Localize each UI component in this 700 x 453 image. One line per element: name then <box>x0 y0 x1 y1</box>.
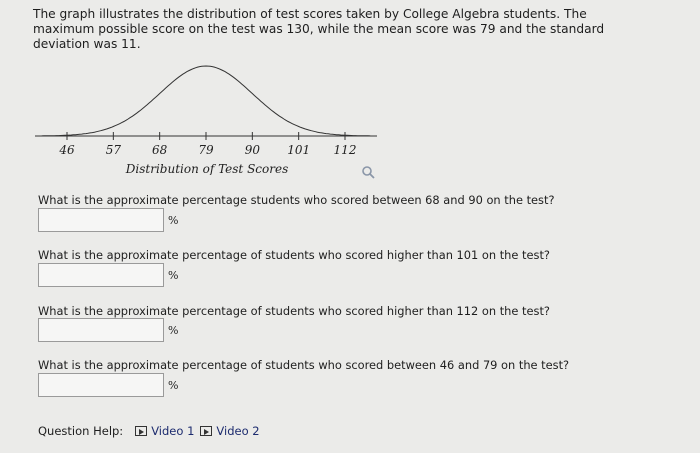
answer-input-2[interactable] <box>38 263 164 287</box>
play-box-icon <box>200 426 213 436</box>
x-tick-label: 101 <box>287 143 310 157</box>
play-box-icon <box>135 426 148 436</box>
x-tick-label: 57 <box>106 143 122 157</box>
question-2: What is the approximate percentage of st… <box>38 248 550 262</box>
bell-curve <box>41 65 371 137</box>
x-tick-label: 46 <box>58 143 75 157</box>
percent-unit-2: % <box>168 269 179 282</box>
percent-unit-1: % <box>168 214 179 227</box>
answer-input-4[interactable] <box>38 373 164 397</box>
video-1-link[interactable]: Video 1 <box>135 424 194 438</box>
video-2-label: Video 2 <box>216 424 260 438</box>
x-axis-label: Distribution of Test Scores <box>125 162 288 175</box>
question-1: What is the approximate percentage stude… <box>38 193 555 207</box>
video-1-label: Video 1 <box>151 424 195 438</box>
normal-distribution-chart: 46 57 68 79 90 101 112 Distribution of Test Sc… <box>35 65 377 175</box>
x-tick-label: 90 <box>245 143 261 157</box>
percent-unit-4: % <box>168 379 179 392</box>
answer-input-1[interactable] <box>38 208 164 232</box>
x-tick-label: 68 <box>152 143 168 157</box>
question-help-label: Question Help: <box>38 424 124 438</box>
question-3: What is the approximate percentage of st… <box>38 304 550 318</box>
question-help: Question Help: Video 1 Video 2 <box>38 424 260 438</box>
percent-unit-3: % <box>168 324 179 337</box>
answer-input-3[interactable] <box>38 318 164 342</box>
x-tick-label: 79 <box>198 143 214 157</box>
x-tick-label: 112 <box>334 143 357 157</box>
problem-statement: The graph illustrates the distribution o… <box>33 7 605 51</box>
magnifier-icon[interactable] <box>361 165 375 179</box>
question-4: What is the approximate percentage of st… <box>38 358 570 372</box>
video-2-link[interactable]: Video 2 <box>200 424 260 438</box>
